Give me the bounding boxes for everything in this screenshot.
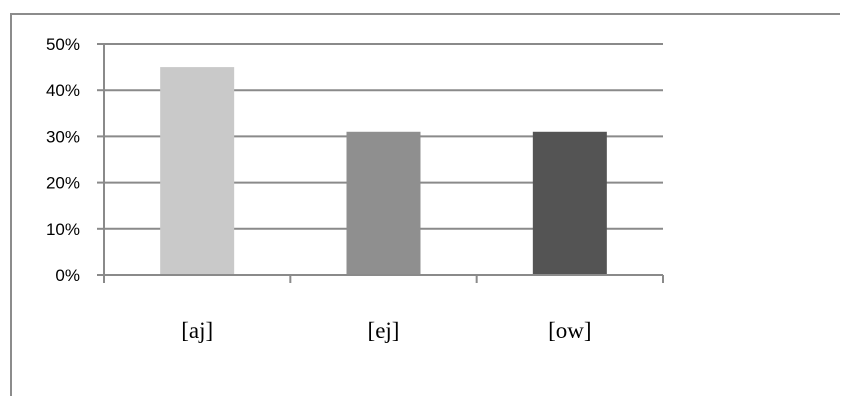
x-tick-labels: [aj] [ej] [ow] — [181, 318, 591, 343]
y-tick-label: 40% — [46, 81, 80, 100]
axes — [97, 43, 664, 283]
frame-top-border — [10, 13, 840, 15]
x-tick-label: [ow] — [548, 318, 591, 343]
bars — [160, 67, 607, 275]
y-tick-label: 30% — [46, 127, 80, 146]
y-tick-labels: 0% 10% 20% 30% 40% 50% — [46, 35, 80, 285]
x-tick-label: [aj] — [181, 318, 213, 343]
y-tick-label: 50% — [46, 35, 80, 54]
y-tick-label: 10% — [46, 220, 80, 239]
x-tick-label: [ej] — [368, 318, 400, 343]
bar-0 — [160, 67, 235, 275]
frame-left-border — [10, 13, 12, 396]
bar-1 — [346, 131, 421, 275]
y-tick-label: 20% — [46, 174, 80, 193]
y-tick-label: 0% — [55, 266, 80, 285]
bar-2 — [532, 131, 607, 275]
